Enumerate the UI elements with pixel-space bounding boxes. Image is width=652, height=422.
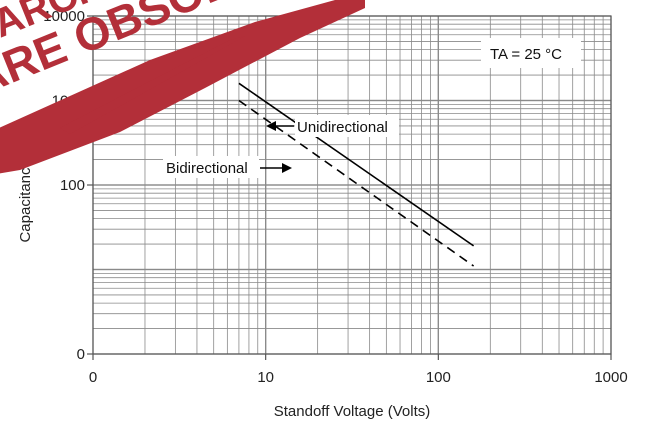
watermark-streak <box>60 36 245 134</box>
x-tick-label: 10 <box>257 369 274 386</box>
annotation-box <box>481 38 581 68</box>
x-axis-label: Standoff Voltage (Volts) <box>274 403 431 420</box>
x-tick-label: 0 <box>89 369 97 386</box>
y-tick-label: 0 <box>77 346 85 363</box>
unidirectional-arrowhead <box>266 121 276 131</box>
x-tick-label: 100 <box>426 369 451 386</box>
series-layer <box>238 82 475 267</box>
bidirectional-series-line <box>238 99 475 267</box>
watermark-band <box>0 0 365 174</box>
unidirectional-series-line <box>238 82 475 247</box>
bidirectional-label: Bidirectional <box>166 160 248 177</box>
obsolete-watermark: PRODUCTARCHIVEDARE OBSOLETE <box>0 0 365 174</box>
y-tick-label: 10000 <box>43 8 85 25</box>
x-tick-label: 1000 <box>594 369 627 386</box>
annotation-text: TA = 25 °C <box>490 46 562 63</box>
unidirectional-label: Unidirectional <box>297 119 388 136</box>
unidirectional-label-bg <box>295 115 399 137</box>
y-tick-label: 100 <box>60 177 85 194</box>
bidirectional-arrowhead <box>282 163 292 173</box>
bidirectional-label-bg <box>163 156 259 178</box>
